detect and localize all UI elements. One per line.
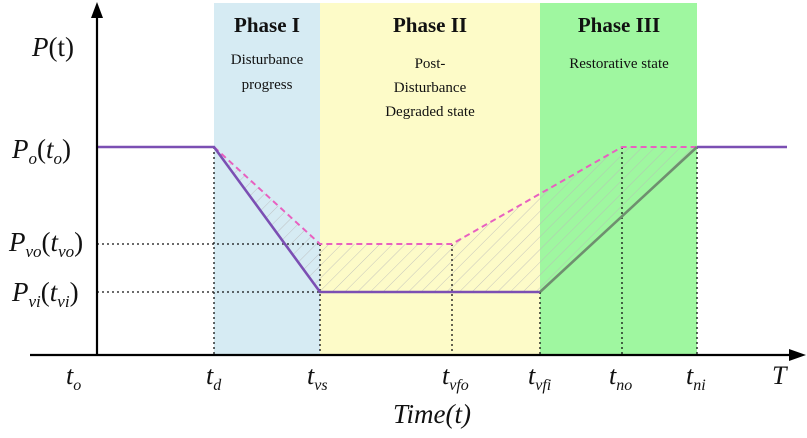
phase-3-desc-line-1: Restorative state (569, 56, 669, 72)
phase-2-desc-line-1: Post- (415, 56, 446, 72)
y-level-label-p-o: Po(to) (11, 134, 71, 168)
dashed-performance-curve (213, 146, 697, 245)
x-tick-t-d: td (206, 361, 222, 394)
phase-1-desc-line-1: Disturbance (231, 52, 304, 68)
phase-2-background (320, 3, 540, 355)
y-level-label-p-vo: Pvo(tvo) (8, 227, 83, 261)
phase-1-label: Phase I Disturbance progress (231, 13, 304, 93)
x-axis-title: Time(t) (393, 399, 471, 429)
resilience-loss-hatched-area (214, 147, 697, 292)
x-tick-t-vs: tvs (307, 361, 328, 394)
phase-1-background (214, 3, 320, 355)
reference-lines (97, 147, 698, 355)
y-level-label-p-vi: Pvi(tvi) (11, 277, 79, 311)
phase-2-title: Phase II (393, 13, 467, 37)
x-tick-t-vfo: tvfo (442, 361, 469, 394)
phase-2-label: Phase II Post- Disturbance Degraded stat… (385, 13, 475, 120)
solid-performance-curve (97, 145, 540, 294)
phase-2-desc-line-3: Degraded state (385, 104, 475, 120)
phase-3-title: Phase III (578, 13, 660, 37)
phase-1-desc-line-2: progress (242, 77, 293, 93)
phase-3-label: Phase III Restorative state (569, 13, 669, 72)
x-tick-t-no: tno (609, 361, 632, 394)
y-axis-arrowhead (91, 2, 103, 18)
x-axis-arrowhead (789, 349, 806, 361)
phase-2-desc-line-2: Disturbance (394, 80, 467, 96)
phase-1-title: Phase I (234, 13, 300, 37)
y-axis-title: P(t) (31, 32, 74, 62)
x-tick-capital-t: T (772, 361, 788, 390)
x-tick-t-o: to (66, 361, 81, 394)
recovery-curve-segment (539, 146, 698, 293)
x-tick-t-ni: tni (686, 361, 706, 394)
x-tick-t-vfi: tvfi (528, 361, 551, 394)
